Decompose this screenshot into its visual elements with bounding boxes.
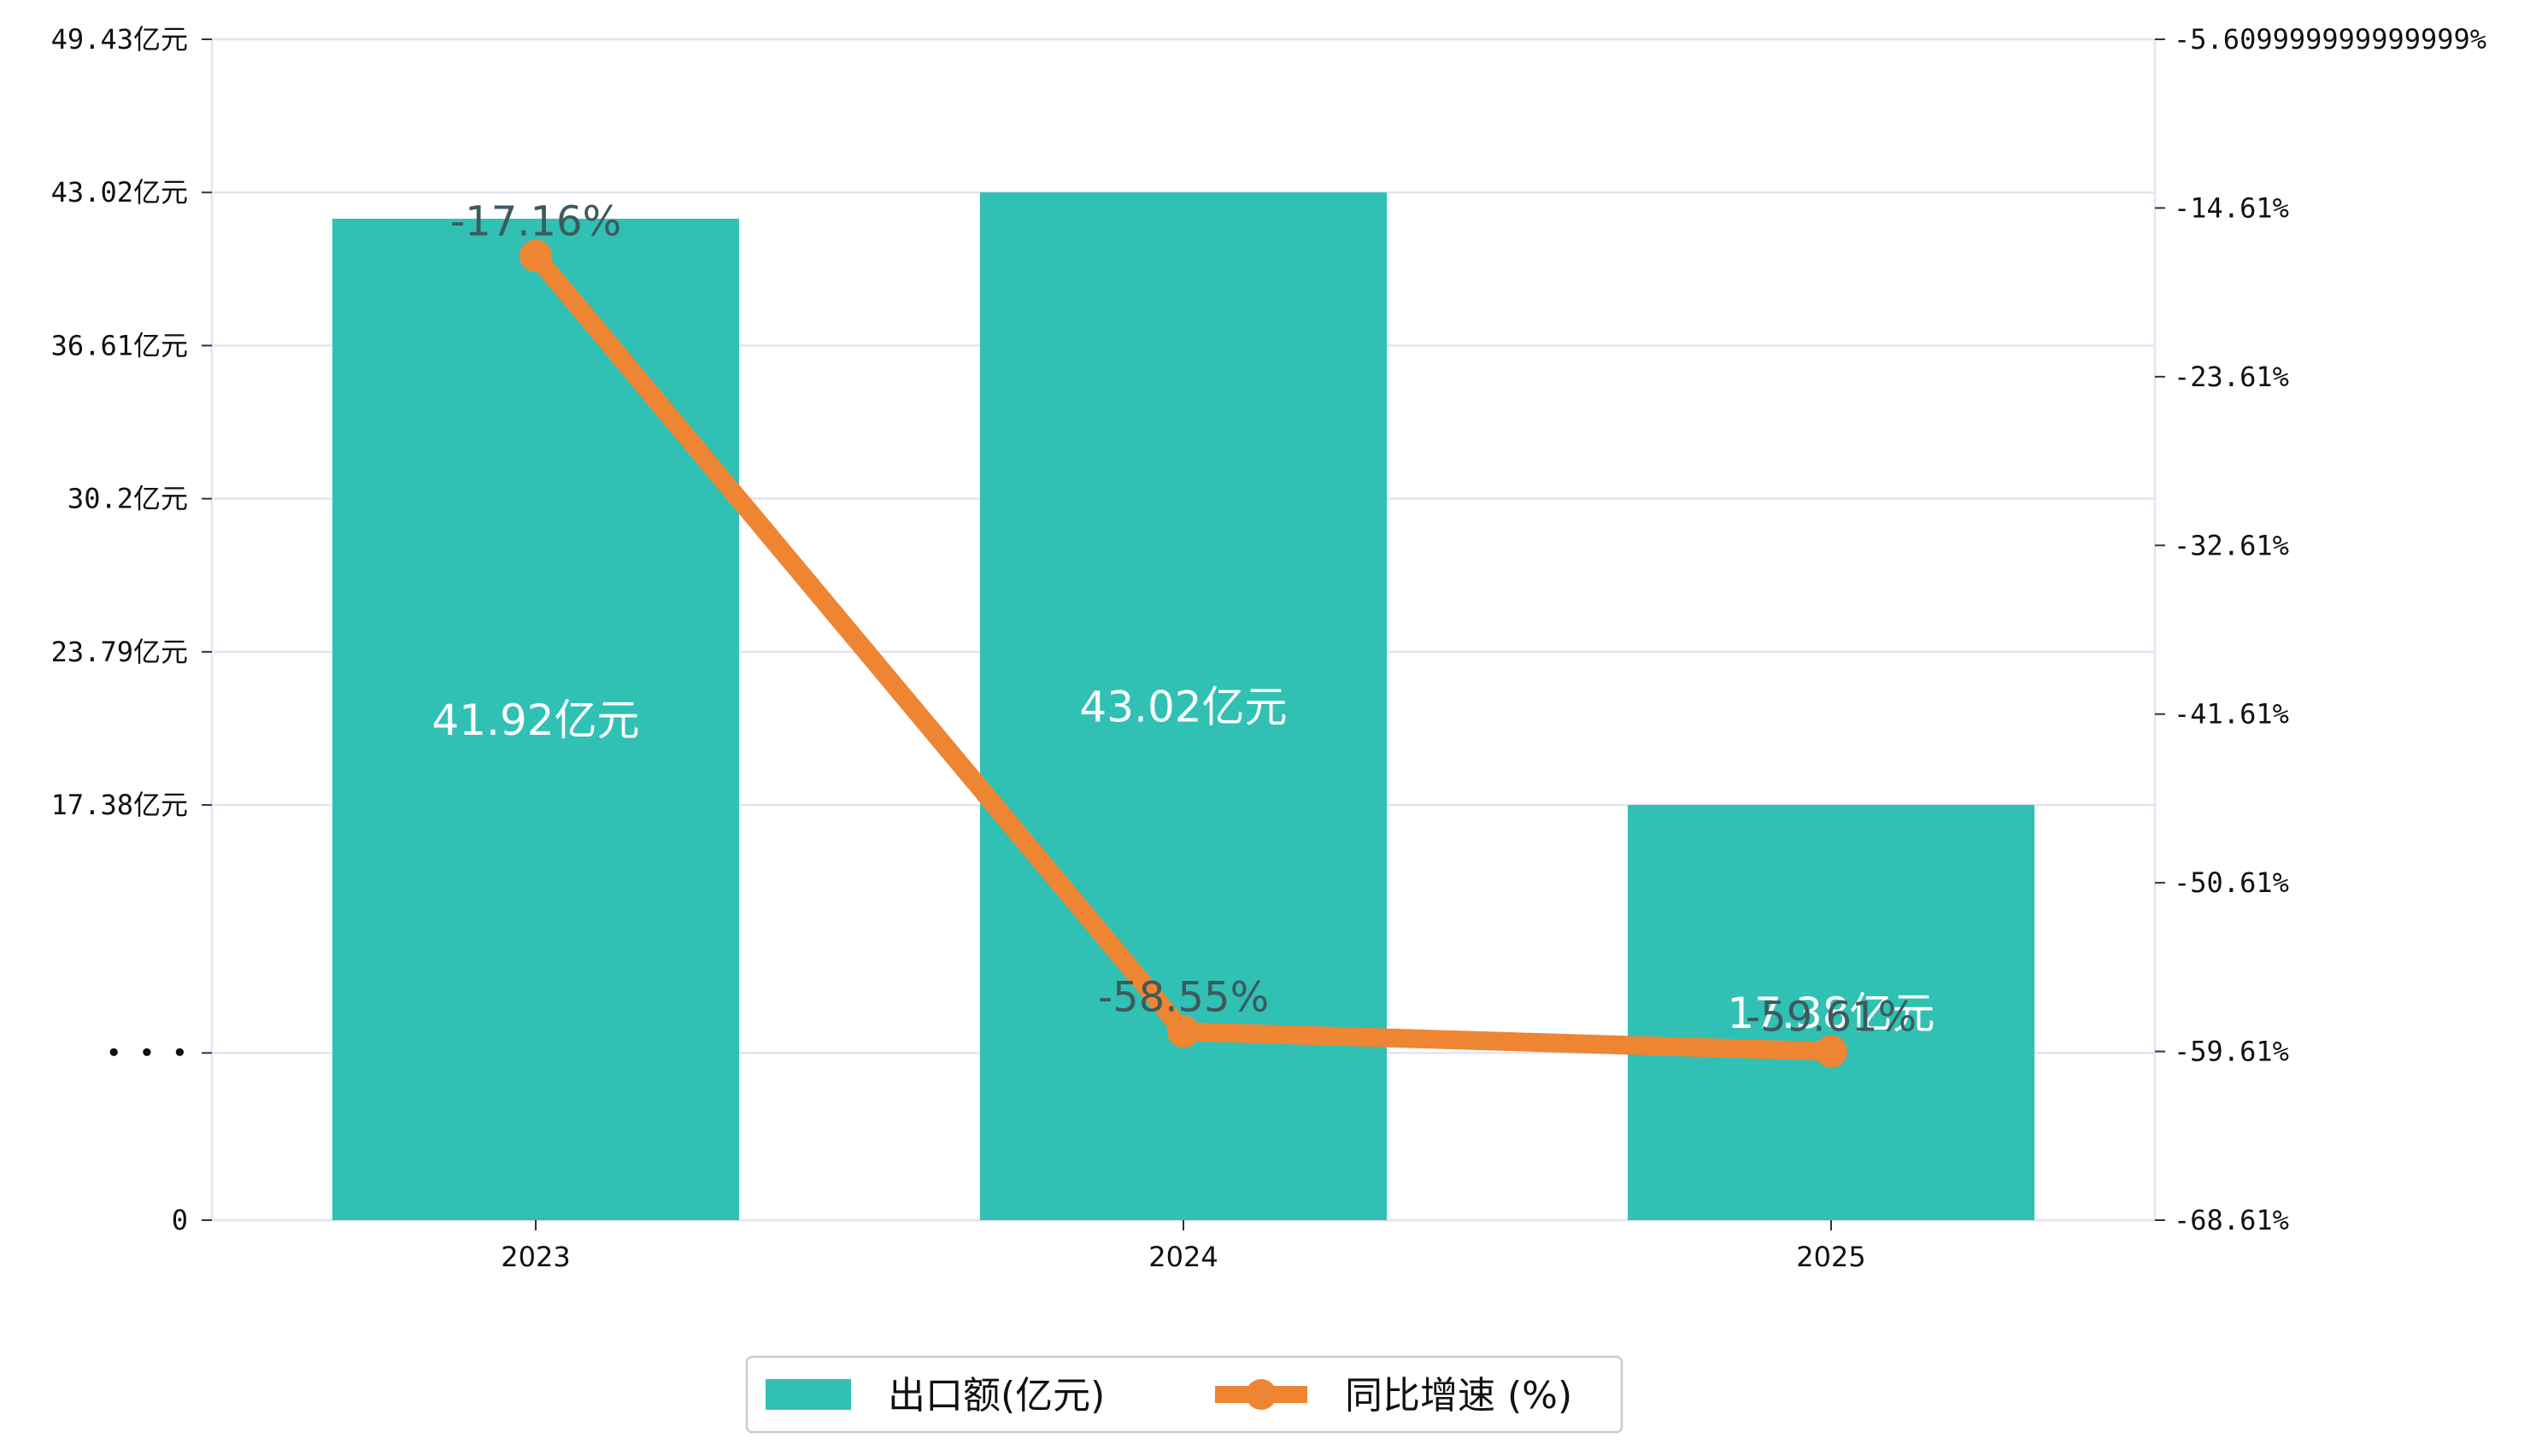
left-tick-label-4: 30.2亿元 [68, 483, 188, 515]
bar-2024 [980, 192, 1387, 1220]
right-tick-label-3: -41.61% [2174, 698, 2289, 731]
bar-2023 [332, 218, 739, 1220]
line-point-2025 [1815, 1035, 1847, 1068]
legend-label-bar: 出口额(亿元) [888, 1374, 1105, 1418]
line-value-label-2023: -17.16% [450, 197, 621, 245]
left-tick-label-3: 23.79亿元 [51, 636, 188, 668]
left-tick-label-6: 43.02亿元 [51, 176, 188, 208]
line-value-label-2024: -58.55% [1098, 973, 1269, 1021]
legend-label-line: 同比增速 (%) [1345, 1374, 1572, 1418]
left-tick-label-1: • • • [106, 1036, 188, 1069]
line-point-2024 [1167, 1015, 1200, 1048]
right-tick-label-4: -32.61% [2174, 529, 2289, 561]
right-tick-label-7: -5.609999999999999% [2174, 23, 2486, 56]
bar-value-label-2025: 17.38亿元 [1727, 989, 1934, 1038]
line-value-label-2025: -59.61% [1746, 994, 1917, 1042]
bar-value-label-2023: 41.92亿元 [431, 696, 639, 745]
right-tick-label-5: -23.61% [2174, 361, 2289, 393]
left-tick-label-5: 36.61亿元 [51, 329, 188, 361]
line-point-2023 [520, 239, 552, 273]
right-tick-label-2: -50.61% [2174, 866, 2289, 899]
bar-value-label-2024: 43.02亿元 [1079, 683, 1287, 732]
legend-swatch-marker [1246, 1379, 1277, 1410]
right-tick-label-0: -68.61% [2174, 1204, 2289, 1236]
x-tick-label-1: 2024 [1148, 1241, 1218, 1273]
x-tick-label-2: 2025 [1796, 1241, 1865, 1273]
right-tick-label-1: -59.61% [2174, 1036, 2289, 1068]
left-tick-label-2: 17.38亿元 [51, 789, 188, 821]
left-tick-label-7: 49.43亿元 [51, 23, 188, 56]
right-tick-label-6: -14.61% [2174, 191, 2289, 224]
bar-2025 [1628, 805, 2034, 1220]
left-tick-label-0: 0 [172, 1204, 188, 1236]
legend-swatch-bar [766, 1379, 851, 1410]
x-tick-label-0: 2023 [501, 1241, 570, 1273]
legend-box [745, 1355, 1623, 1434]
